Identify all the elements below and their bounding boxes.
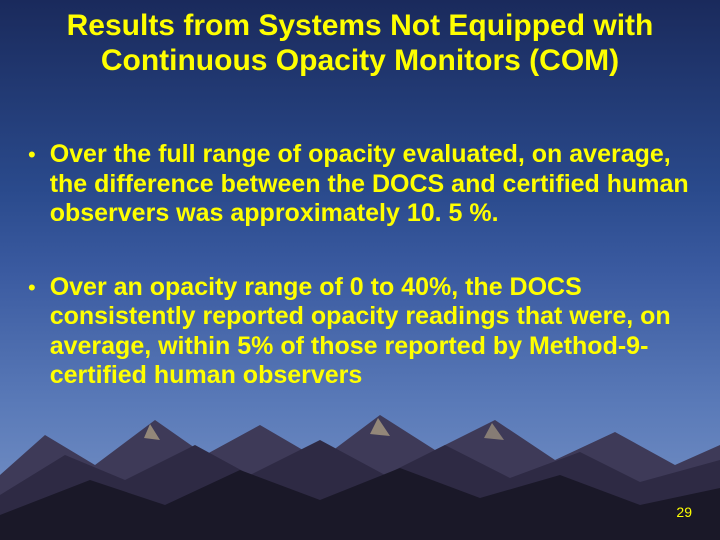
bullet-text: Over an opacity range of 0 to 40%, the D… [50,273,700,391]
bullet-dot-icon: • [28,140,36,170]
slide: Results from Systems Not Equipped with C… [0,0,720,540]
page-number: 29 [676,504,692,520]
bullet-text: Over the full range of opacity evaluated… [50,140,700,229]
slide-body: • Over the full range of opacity evaluat… [28,140,700,435]
bullet-item: • Over the full range of opacity evaluat… [28,140,700,229]
slide-title: Results from Systems Not Equipped with C… [0,8,720,79]
bullet-item: • Over an opacity range of 0 to 40%, the… [28,273,700,391]
bullet-dot-icon: • [28,273,36,303]
